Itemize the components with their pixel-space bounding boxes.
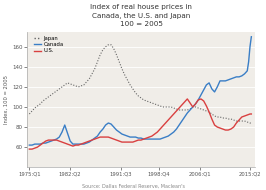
U.S. xyxy=(28,148,31,150)
Title: Index of real house prices in
Canada, the U.S. and Japan
100 = 2005: Index of real house prices in Canada, th… xyxy=(90,4,192,27)
Canada xyxy=(250,36,253,38)
Legend: Japan, Canada, U.S.: Japan, Canada, U.S. xyxy=(34,36,64,53)
Canada xyxy=(41,142,44,144)
Line: Canada: Canada xyxy=(29,37,251,145)
U.S. xyxy=(205,105,208,107)
U.S. xyxy=(60,141,64,143)
Canada xyxy=(31,144,34,146)
U.S. xyxy=(74,144,77,146)
Japan xyxy=(191,106,194,108)
Canada xyxy=(139,137,143,139)
Japan xyxy=(250,122,253,124)
Japan xyxy=(164,106,167,108)
Y-axis label: Index, 100 = 2005: Index, 100 = 2005 xyxy=(4,75,9,124)
Line: Japan: Japan xyxy=(29,45,251,123)
Japan xyxy=(41,100,44,102)
Japan xyxy=(74,85,77,87)
U.S. xyxy=(250,113,253,115)
Japan xyxy=(107,44,110,46)
Canada xyxy=(210,88,213,90)
Japan xyxy=(60,86,64,88)
Line: U.S.: U.S. xyxy=(29,99,251,149)
U.S. xyxy=(186,98,189,100)
Canada xyxy=(28,144,31,146)
Japan xyxy=(248,122,252,124)
U.S. xyxy=(191,106,194,108)
U.S. xyxy=(41,142,44,144)
U.S. xyxy=(161,125,164,127)
Japan xyxy=(28,113,31,115)
Canada xyxy=(128,136,132,138)
Japan xyxy=(205,110,208,112)
Canada xyxy=(199,94,202,96)
Text: Source: Dallas Federal Reserve, Maclean's: Source: Dallas Federal Reserve, Maclean'… xyxy=(81,184,185,189)
